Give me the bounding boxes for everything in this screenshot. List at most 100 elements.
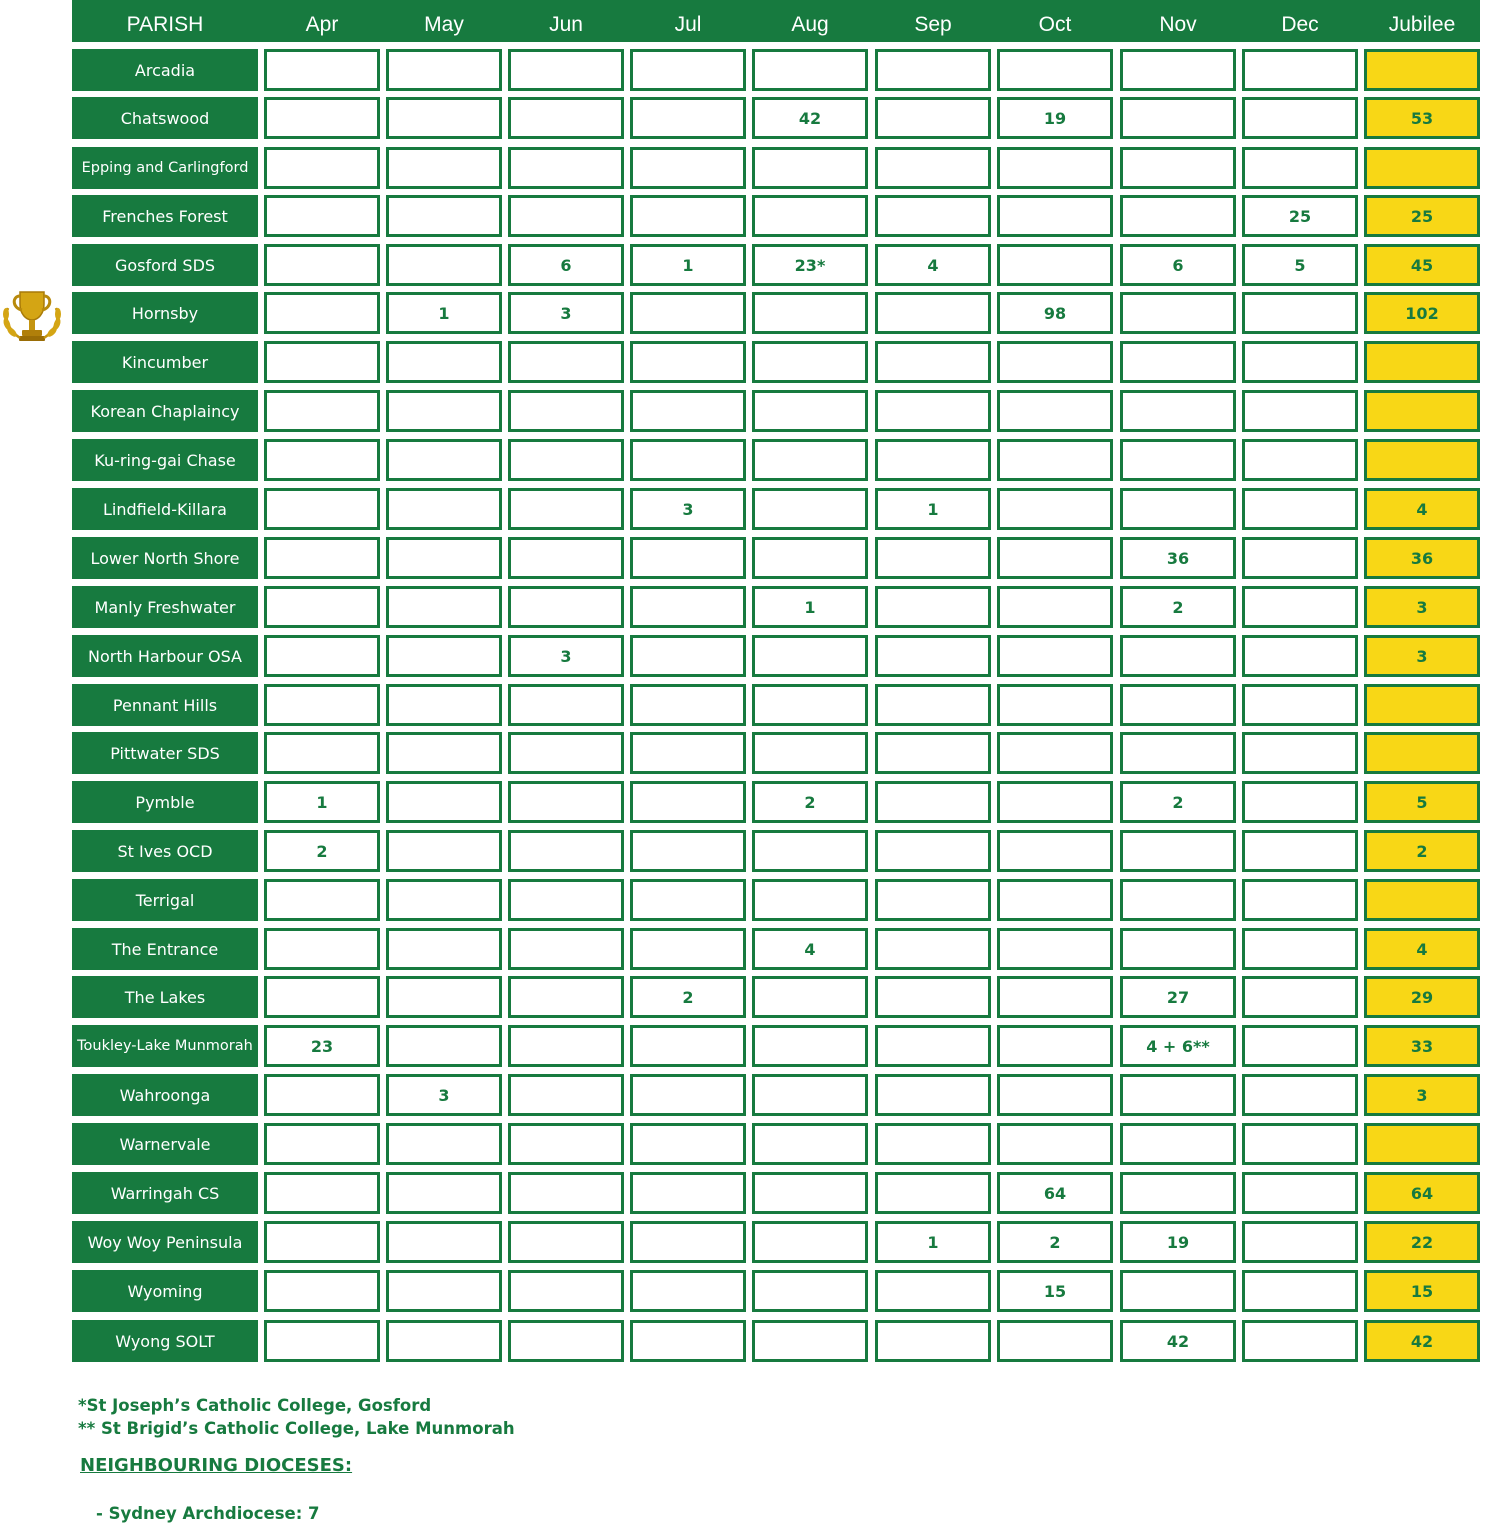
month-value-cell xyxy=(386,537,502,579)
month-value-cell: 19 xyxy=(997,97,1113,139)
parish-name-cell: Terrigal xyxy=(72,879,258,921)
month-value-cell xyxy=(630,732,746,774)
parish-name-cell: Toukley-Lake Munmorah xyxy=(72,1025,258,1067)
month-value-cell xyxy=(875,439,991,481)
jubilee-total-cell xyxy=(1364,879,1480,921)
parish-name-cell: Gosford SDS xyxy=(72,244,258,286)
month-value-cell xyxy=(386,976,502,1018)
table-row: Gosford SDS 6 1 23* 4 6 5 45 xyxy=(0,244,1488,286)
month-value-cell xyxy=(386,684,502,726)
month-value-cell: 42 xyxy=(752,97,868,139)
month-value-cell xyxy=(752,635,868,677)
month-value-cell xyxy=(630,1221,746,1263)
parish-name-cell: Wyong SOLT xyxy=(72,1320,258,1362)
month-value-cell: 36 xyxy=(1120,537,1236,579)
month-value-cell xyxy=(752,1221,868,1263)
month-value-cell xyxy=(630,1025,746,1067)
month-value-cell xyxy=(1242,732,1358,774)
month-value-cell xyxy=(875,390,991,432)
month-value-cell xyxy=(875,97,991,139)
month-value-cell xyxy=(1242,390,1358,432)
month-value-cell: 27 xyxy=(1120,976,1236,1018)
month-value-cell xyxy=(752,1172,868,1214)
month-value-cell: 23* xyxy=(752,244,868,286)
month-value-cell: 6 xyxy=(508,244,624,286)
month-value-cell xyxy=(1242,781,1358,823)
month-value-cell xyxy=(1242,1270,1358,1312)
month-value-cell xyxy=(630,390,746,432)
month-value-cell xyxy=(630,1123,746,1165)
month-value-cell xyxy=(997,195,1113,237)
month-value-cell xyxy=(1242,879,1358,921)
month-value-cell xyxy=(997,879,1113,921)
table-row: Arcadia xyxy=(0,49,1488,91)
month-value-cell xyxy=(875,1172,991,1214)
column-header-jul: Jul xyxy=(674,13,702,36)
month-value-cell xyxy=(508,439,624,481)
column-header-aug: Aug xyxy=(791,13,829,36)
column-header-dec: Dec xyxy=(1281,13,1319,36)
month-value-cell xyxy=(752,537,868,579)
month-value-cell xyxy=(386,244,502,286)
month-value-cell xyxy=(1120,1123,1236,1165)
month-value-cell xyxy=(264,1221,380,1263)
month-value-cell xyxy=(1242,147,1358,189)
month-value-cell xyxy=(997,830,1113,872)
table-row: Kincumber xyxy=(0,341,1488,383)
month-value-cell xyxy=(264,635,380,677)
jubilee-total-cell: 33 xyxy=(1364,1025,1480,1067)
month-value-cell xyxy=(1120,1172,1236,1214)
month-value-cell xyxy=(1242,1025,1358,1067)
month-value-cell: 2 xyxy=(752,781,868,823)
month-value-cell xyxy=(1120,49,1236,91)
month-value-cell xyxy=(630,341,746,383)
month-value-cell xyxy=(875,781,991,823)
jubilee-total-cell: 25 xyxy=(1364,195,1480,237)
month-value-cell xyxy=(1120,147,1236,189)
table-row: Frenches Forest 25 25 xyxy=(0,195,1488,237)
month-value-cell xyxy=(1242,928,1358,970)
month-value-cell xyxy=(875,292,991,334)
month-value-cell xyxy=(386,879,502,921)
month-value-cell xyxy=(386,586,502,628)
month-value-cell xyxy=(508,147,624,189)
month-value-cell xyxy=(997,488,1113,530)
table-row: Hornsby 1 3 98 102 xyxy=(0,292,1488,334)
table-row: Lindfield-Killara 3 1 4 xyxy=(0,488,1488,530)
month-value-cell xyxy=(875,147,991,189)
month-value-cell xyxy=(264,49,380,91)
parish-name-cell: Arcadia xyxy=(72,49,258,91)
month-value-cell: 2 xyxy=(630,976,746,1018)
month-value-cell xyxy=(630,684,746,726)
parish-name-cell: Warringah CS xyxy=(72,1172,258,1214)
month-value-cell xyxy=(1120,1074,1236,1116)
month-value-cell xyxy=(1242,439,1358,481)
month-value-cell xyxy=(508,1074,624,1116)
month-value-cell xyxy=(386,1270,502,1312)
month-value-cell xyxy=(630,1270,746,1312)
month-value-cell xyxy=(752,341,868,383)
month-value-cell xyxy=(508,684,624,726)
parish-name-cell: Frenches Forest xyxy=(72,195,258,237)
month-value-cell xyxy=(264,684,380,726)
month-value-cell xyxy=(1120,97,1236,139)
month-value-cell xyxy=(875,1074,991,1116)
month-value-cell: 1 xyxy=(752,586,868,628)
jubilee-total-cell xyxy=(1364,732,1480,774)
month-value-cell xyxy=(752,1270,868,1312)
month-value-cell xyxy=(264,732,380,774)
month-value-cell xyxy=(1242,292,1358,334)
month-value-cell xyxy=(1120,879,1236,921)
month-value-cell xyxy=(1242,1172,1358,1214)
month-value-cell xyxy=(386,1221,502,1263)
table-row: Warnervale xyxy=(0,1123,1488,1165)
month-value-cell xyxy=(264,1123,380,1165)
month-value-cell xyxy=(1242,586,1358,628)
month-value-cell xyxy=(752,292,868,334)
parish-name-cell: Korean Chaplaincy xyxy=(72,390,258,432)
month-value-cell: 98 xyxy=(997,292,1113,334)
jubilee-total-cell: 2 xyxy=(1364,830,1480,872)
month-value-cell xyxy=(508,390,624,432)
month-value-cell xyxy=(386,1172,502,1214)
jubilee-total-cell: 53 xyxy=(1364,97,1480,139)
